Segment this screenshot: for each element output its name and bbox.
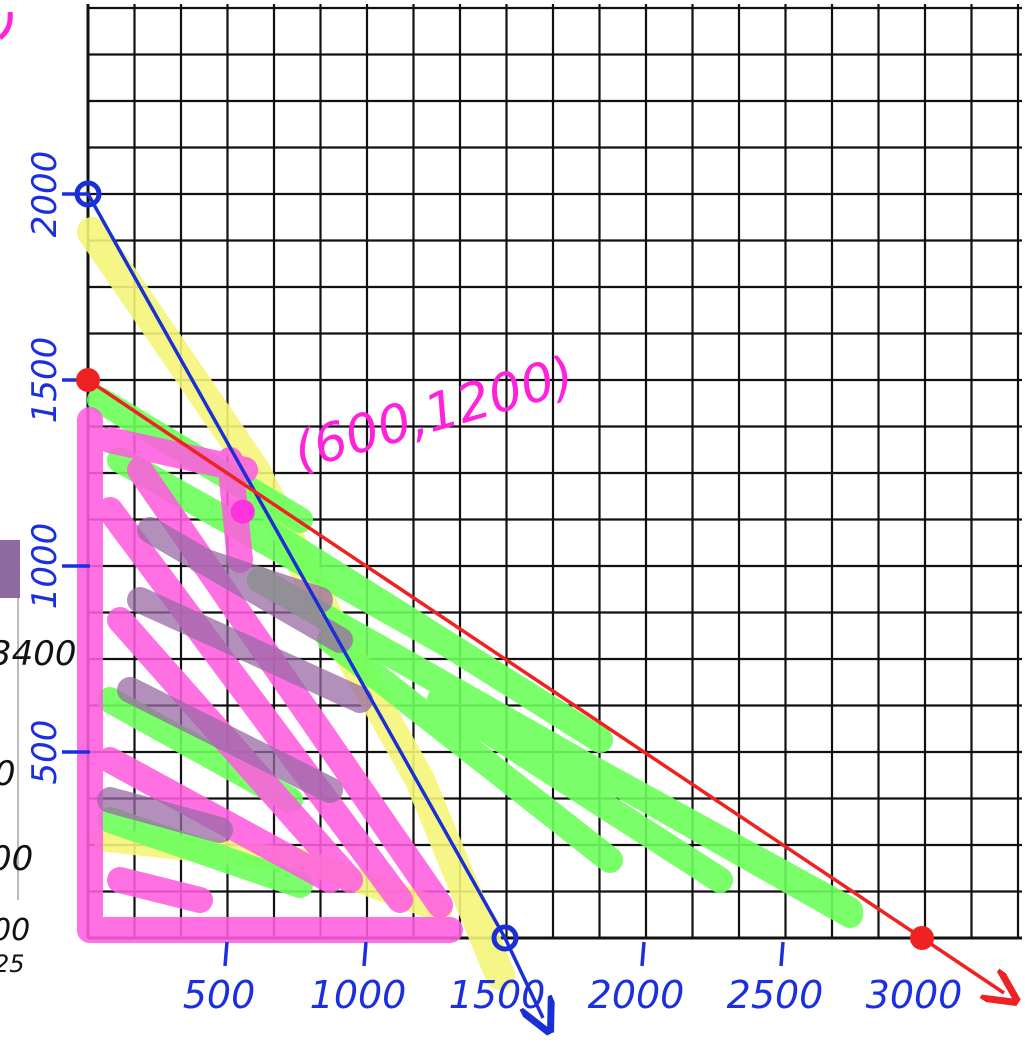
blue-intercept-point <box>491 924 519 952</box>
x-tick-mark <box>223 941 229 967</box>
x-tick-label: 500 <box>183 973 256 1017</box>
y-tick-label: 500 <box>25 720 65 785</box>
purple-swatch <box>0 540 20 598</box>
magenta-corner-stroke <box>0 11 13 40</box>
purple-highlight <box>97 517 373 843</box>
blue-constraint-line <box>86 193 543 1018</box>
intersection-label: (600,1200) <box>287 345 581 482</box>
intercept-points <box>74 180 934 952</box>
intersection-point <box>230 499 255 524</box>
left-fragment-3: 00 <box>0 839 33 879</box>
y-tick-label: 1500 <box>25 337 65 424</box>
y-tick-label: 1000 <box>25 523 65 610</box>
x-tick-label: 2000 <box>588 973 685 1017</box>
x-tick-label: 2500 <box>727 973 824 1017</box>
left-fragment-5: 25 <box>0 950 25 978</box>
red-intercept-point <box>76 368 100 392</box>
left-fragment-1: 3400 <box>0 634 77 674</box>
highlighter-scribbles <box>77 217 863 990</box>
blue-intercept-point <box>74 180 102 208</box>
x-tick-label: 3000 <box>866 973 963 1017</box>
left-fragment-4: 00 <box>0 913 30 948</box>
x-tick-mark <box>640 941 646 967</box>
left-fragment-2: 0 <box>0 754 16 794</box>
x-tick-mark <box>779 941 785 967</box>
y-tick-label: 2000 <box>25 151 65 238</box>
x-tick-mark <box>362 941 368 967</box>
left-edge-fragments: 3400 0 00 00 25 <box>0 11 77 978</box>
grid <box>86 4 1022 940</box>
red-intercept-point <box>910 926 934 950</box>
x-tick-label: 1000 <box>310 973 407 1017</box>
x-tick-label: 1500 <box>449 973 546 1017</box>
